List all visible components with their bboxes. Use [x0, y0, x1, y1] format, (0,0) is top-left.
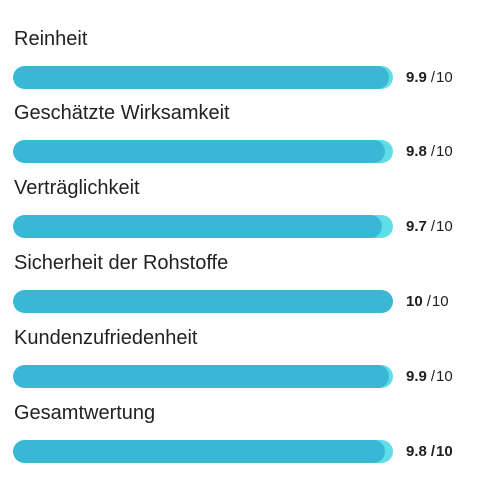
rating-score: 10/10: [406, 290, 449, 313]
score-max: 10: [436, 443, 453, 460]
rating-label: Kundenzufriedenheit: [14, 327, 198, 349]
rating-score: 9.9/10: [406, 365, 453, 388]
rating-row-rohstoffe: Sicherheit der Rohstoffe 10/10: [0, 251, 482, 313]
score-max: 10: [431, 293, 449, 310]
score-value: 9.8: [406, 143, 427, 160]
score-max: 10: [436, 143, 453, 160]
rating-label: Geschätzte Wirksamkeit: [14, 102, 230, 124]
rating-bar-fill: [13, 365, 390, 388]
score-separator: /: [430, 368, 436, 385]
rating-bar-fill: [13, 140, 386, 163]
rating-bar-track: [13, 140, 393, 163]
score-separator: /: [426, 293, 431, 310]
rating-label: Sicherheit der Rohstoffe: [14, 252, 229, 274]
score-value: 9.8: [406, 443, 427, 460]
score-separator: /: [430, 443, 436, 460]
score-separator: /: [430, 218, 436, 235]
rating-bar-track: [13, 215, 393, 238]
score-separator: /: [430, 143, 436, 160]
rating-row-wirksamkeit: Geschätzte Wirksamkeit 9.8/10: [0, 101, 482, 163]
rating-bar-track: [13, 290, 393, 313]
rating-bar-fill: [13, 215, 382, 238]
score-max: 10: [436, 368, 453, 385]
rating-label: Gesamtwertung: [14, 402, 156, 424]
rating-score: 9.7/10: [406, 215, 453, 238]
score-value: 9.7: [406, 218, 427, 235]
rating-bar-track: [13, 365, 393, 388]
rating-row-gesamtwertung: Gesamtwertung 9.8/10: [0, 401, 482, 463]
rating-row-kundenzufriedenheit: Kundenzufriedenheit 9.9/10: [0, 326, 482, 388]
rating-label: Reinheit: [14, 28, 88, 50]
rating-score: 9.9/10: [406, 66, 453, 89]
rating-label: Verträglichkeit: [14, 177, 140, 199]
score-value: 9.9: [406, 69, 427, 86]
rating-row-reinheit: Reinheit 9.9/10: [0, 27, 482, 89]
rating-bar-track: [13, 440, 393, 463]
rating-bar-fill: [13, 440, 386, 463]
rating-bar-fill: [13, 290, 393, 313]
rating-bar-track: [13, 66, 393, 89]
rating-bar-fill: [13, 66, 390, 89]
score-value: 9.9: [406, 368, 427, 385]
rating-score: 9.8/10: [406, 140, 453, 163]
rating-row-vertraeglichkeit: Verträglichkeit 9.7/10: [0, 176, 482, 238]
rating-score-total: 9.8/10: [406, 440, 453, 463]
score-value: 10: [406, 293, 423, 310]
score-max: 10: [436, 69, 453, 86]
score-max: 10: [436, 218, 453, 235]
score-separator: /: [430, 69, 436, 86]
